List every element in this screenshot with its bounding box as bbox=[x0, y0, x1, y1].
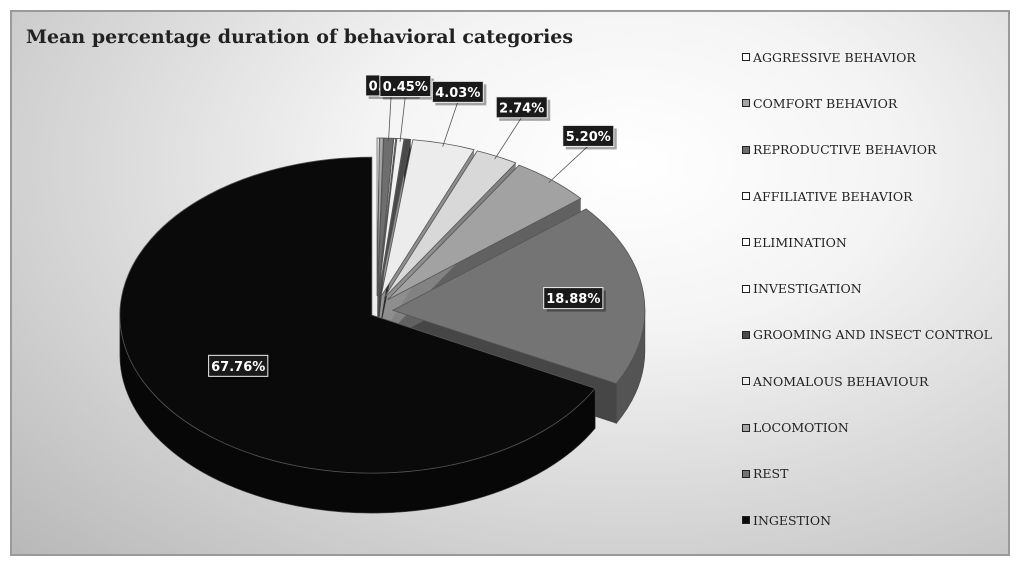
legend-item: COMFORT BEHAVIOR bbox=[742, 80, 992, 126]
legend-swatch bbox=[742, 423, 750, 432]
data-label: 4.03% bbox=[435, 86, 480, 101]
pie-slices-layer bbox=[119, 137, 646, 474]
data-label: 18.88% bbox=[546, 292, 600, 307]
legend-swatch bbox=[742, 53, 750, 62]
legend-swatch bbox=[742, 330, 750, 339]
data-label-box bbox=[431, 80, 484, 103]
chart-frame: 0.62%0.45%4.03%2.74%5.20%18.88%67.76% Me… bbox=[10, 10, 1010, 556]
legend-label: REST bbox=[753, 466, 789, 482]
legend-swatch bbox=[742, 99, 750, 108]
legend-item: REPRODUCTIVE BEHAVIOR bbox=[742, 127, 992, 173]
legend-swatch bbox=[742, 145, 750, 154]
legend-item: REST bbox=[742, 451, 992, 497]
leader-line bbox=[548, 145, 589, 183]
legend-label: AFFILIATIVE BEHAVIOR bbox=[753, 188, 913, 204]
leader-line bbox=[388, 95, 392, 142]
legend-label: INGESTION bbox=[753, 512, 832, 528]
pie-slice bbox=[119, 156, 596, 474]
legend-swatch bbox=[742, 238, 750, 247]
leader-line bbox=[442, 101, 459, 147]
legend-item: LOCOMOTION bbox=[742, 404, 992, 450]
data-label-box bbox=[495, 96, 548, 119]
legend-item: GROOMING AND INSECT CONTROL bbox=[742, 312, 992, 358]
legend-item: INGESTION bbox=[742, 497, 992, 543]
pie-slice bbox=[387, 164, 582, 301]
data-label: 67.76% bbox=[211, 360, 265, 375]
data-label-box bbox=[543, 287, 604, 310]
legend-label: REPRODUCTIVE BEHAVIOR bbox=[753, 142, 937, 158]
data-label-box bbox=[379, 75, 432, 98]
legend-label: INVESTIGATION bbox=[753, 281, 862, 297]
legend-item: INVESTIGATION bbox=[742, 265, 992, 311]
legend-label: ANOMALOUS BEHAVIOUR bbox=[753, 373, 929, 389]
legend-swatch bbox=[742, 192, 750, 201]
data-label: 2.74% bbox=[499, 101, 544, 116]
legend-label: LOCOMOTION bbox=[753, 420, 849, 436]
legend-item: ANOMALOUS BEHAVIOUR bbox=[742, 358, 992, 404]
pie-chart: 0.62%0.45%4.03%2.74%5.20%18.88%67.76% bbox=[119, 74, 646, 514]
legend-label: ELIMINATION bbox=[753, 234, 847, 250]
legend-swatch bbox=[742, 284, 750, 293]
data-label: 0.45% bbox=[383, 80, 428, 95]
pie-slice bbox=[391, 208, 646, 384]
data-label-box bbox=[562, 124, 615, 147]
data-label-box bbox=[208, 354, 269, 377]
legend-label: COMFORT BEHAVIOR bbox=[753, 95, 898, 111]
data-label: 5.20% bbox=[566, 130, 611, 145]
legend-item: AFFILIATIVE BEHAVIOR bbox=[742, 173, 992, 219]
chart-title: Mean percentage duration of behavioral c… bbox=[26, 26, 574, 48]
legend-item: ELIMINATION bbox=[742, 219, 992, 265]
pie-slice bbox=[378, 138, 412, 297]
leader-line bbox=[399, 95, 406, 142]
legend: AGGRESSIVE BEHAVIOR COMFORT BEHAVIOR REPRO… bbox=[742, 34, 992, 554]
legend-label: AGGRESSIVE BEHAVIOR bbox=[753, 49, 916, 65]
legend-item: AGGRESSIVE BEHAVIOR bbox=[742, 34, 992, 80]
legend-swatch bbox=[742, 516, 750, 525]
legend-item: STAND ALERT bbox=[742, 543, 992, 554]
leader-line bbox=[494, 117, 523, 160]
legend-swatch bbox=[742, 469, 750, 478]
pie-slice bbox=[376, 137, 384, 297]
legend-swatch bbox=[742, 377, 750, 386]
legend-label: GROOMING AND INSECT CONTROL bbox=[753, 327, 992, 343]
data-labels-layer: 0.62%0.45%4.03%2.74%5.20%18.88%67.76% bbox=[208, 74, 617, 380]
